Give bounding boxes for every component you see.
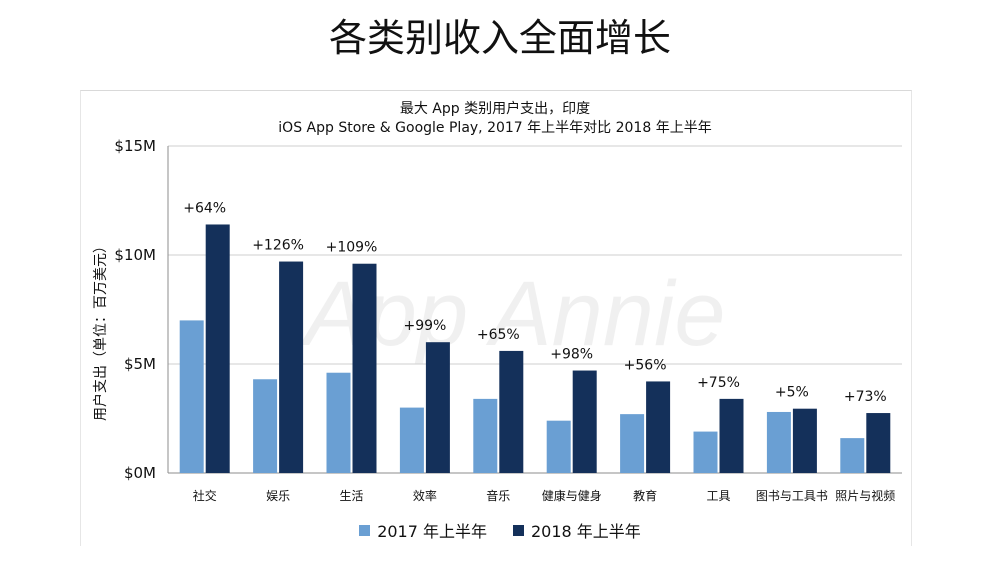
- bar-2018: [866, 413, 891, 473]
- chart-subtitle-line: iOS App Store & Google Play, 2017 年上半年对比…: [278, 120, 712, 136]
- bar-2018: [425, 342, 450, 473]
- x-tick-label: 音乐: [486, 488, 510, 503]
- y-tick-label: $15M: [114, 137, 156, 155]
- x-tick-label: 照片与视频: [835, 488, 895, 503]
- growth-label: +65%: [477, 327, 520, 343]
- legend-item-2018: 2018 年上半年: [513, 518, 641, 542]
- bar-2018: [352, 263, 377, 473]
- bar-2017: [693, 431, 718, 473]
- x-tick-label: 教育: [633, 488, 657, 503]
- y-tick-label: $10M: [114, 246, 156, 264]
- bar-2018: [646, 381, 671, 473]
- x-axis: 社交 娱乐 生活 效率 音乐 健康与健身 教育 工具 图书与工具书 照片与视频: [193, 488, 896, 503]
- bars: [179, 224, 891, 473]
- slide-title: 各类别收入全面增长: [328, 16, 671, 60]
- growth-label: +126%: [252, 238, 304, 254]
- growth-label: +98%: [550, 347, 593, 363]
- legend: 2017 年上半年 2018 年上半年: [0, 518, 1000, 542]
- x-tick-label: 社交: [193, 488, 217, 503]
- legend-swatch-2018: [513, 524, 524, 536]
- x-tick-label: 图书与工具书: [756, 489, 828, 503]
- y-tick-label: $5M: [124, 355, 156, 373]
- growth-label: +56%: [624, 357, 667, 373]
- legend-label-2017: 2017 年上半年: [377, 522, 487, 541]
- growth-label: +75%: [697, 375, 740, 391]
- x-tick-label: 工具: [706, 489, 730, 503]
- data-labels: +64% +126% +109% +99% +65% +98% +56% +75% +5% +73…: [183, 200, 886, 405]
- bar-2018: [719, 398, 744, 473]
- legend-swatch-2017: [359, 524, 371, 536]
- growth-label: +109%: [326, 240, 378, 256]
- bar-2018: [572, 370, 597, 473]
- chart-title: 最大 App 类别用户支出，印度 iOS App Store & Google …: [80, 100, 910, 138]
- bar-2017: [473, 398, 498, 473]
- bar-2018: [279, 261, 304, 473]
- bar-2017: [840, 438, 865, 473]
- bar-2018: [792, 408, 817, 473]
- growth-label: +5%: [775, 385, 809, 401]
- bar-2018: [499, 350, 524, 473]
- bar-2017: [326, 372, 351, 473]
- x-tick-label: 生活: [339, 489, 363, 503]
- legend-item-2017: 2017 年上半年: [359, 518, 487, 542]
- bar-2018: [205, 224, 230, 473]
- x-tick-label: 娱乐: [266, 489, 290, 503]
- y-tick-label: $0M: [124, 464, 156, 482]
- bar-2017: [253, 379, 278, 473]
- y-axis-title: 用户支出（单位：百万美元）: [92, 239, 109, 421]
- growth-label: +64%: [183, 200, 226, 216]
- bar-2017: [766, 411, 791, 473]
- x-tick-label: 效率: [413, 488, 437, 503]
- chart-title-line: 最大 App 类别用户支出，印度: [399, 101, 591, 117]
- legend-label-2018: 2018 年上半年: [531, 522, 641, 541]
- y-axis: $0M $5M $10M $15M: [114, 137, 169, 482]
- growth-label: +99%: [403, 318, 446, 334]
- bar-2017: [179, 320, 204, 473]
- bar-2017: [546, 420, 571, 473]
- bar-2017: [399, 407, 424, 473]
- growth-label: +73%: [844, 389, 887, 405]
- x-tick-label: 健康与健身: [542, 488, 602, 503]
- bar-2017: [620, 414, 645, 473]
